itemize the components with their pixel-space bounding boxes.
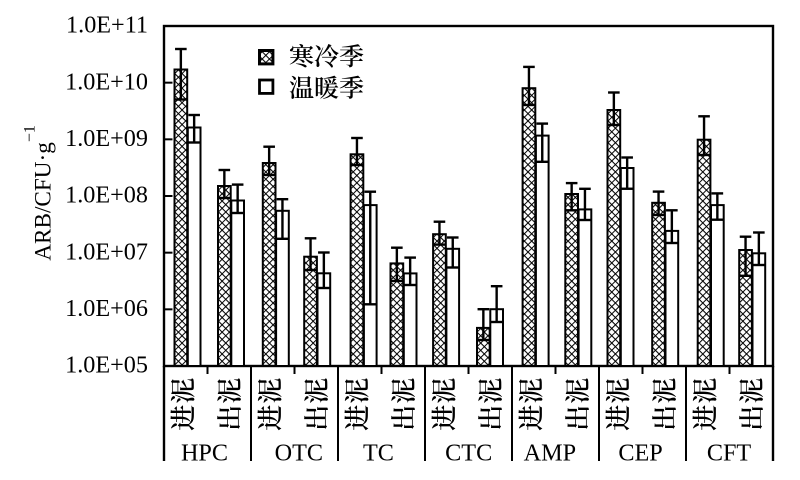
svg-text:1.0E+06: 1.0E+06 <box>65 295 148 322</box>
svg-text:1.0E+07: 1.0E+07 <box>65 238 148 265</box>
svg-text:1.0E+08: 1.0E+08 <box>65 182 148 209</box>
svg-text:1.0E+09: 1.0E+09 <box>65 125 148 152</box>
svg-text:TC: TC <box>363 440 394 467</box>
svg-text:AMP: AMP <box>524 440 576 467</box>
svg-text:CFT: CFT <box>707 440 752 467</box>
svg-text:HPC: HPC <box>181 440 228 467</box>
svg-text:1.0E+10: 1.0E+10 <box>65 68 148 95</box>
svg-text:1.0E+05: 1.0E+05 <box>65 352 148 379</box>
svg-text:CEP: CEP <box>618 440 662 467</box>
svg-text:OTC: OTC <box>275 440 323 467</box>
svg-text:CTC: CTC <box>445 440 492 467</box>
svg-text:1.0E+11: 1.0E+11 <box>66 12 148 39</box>
